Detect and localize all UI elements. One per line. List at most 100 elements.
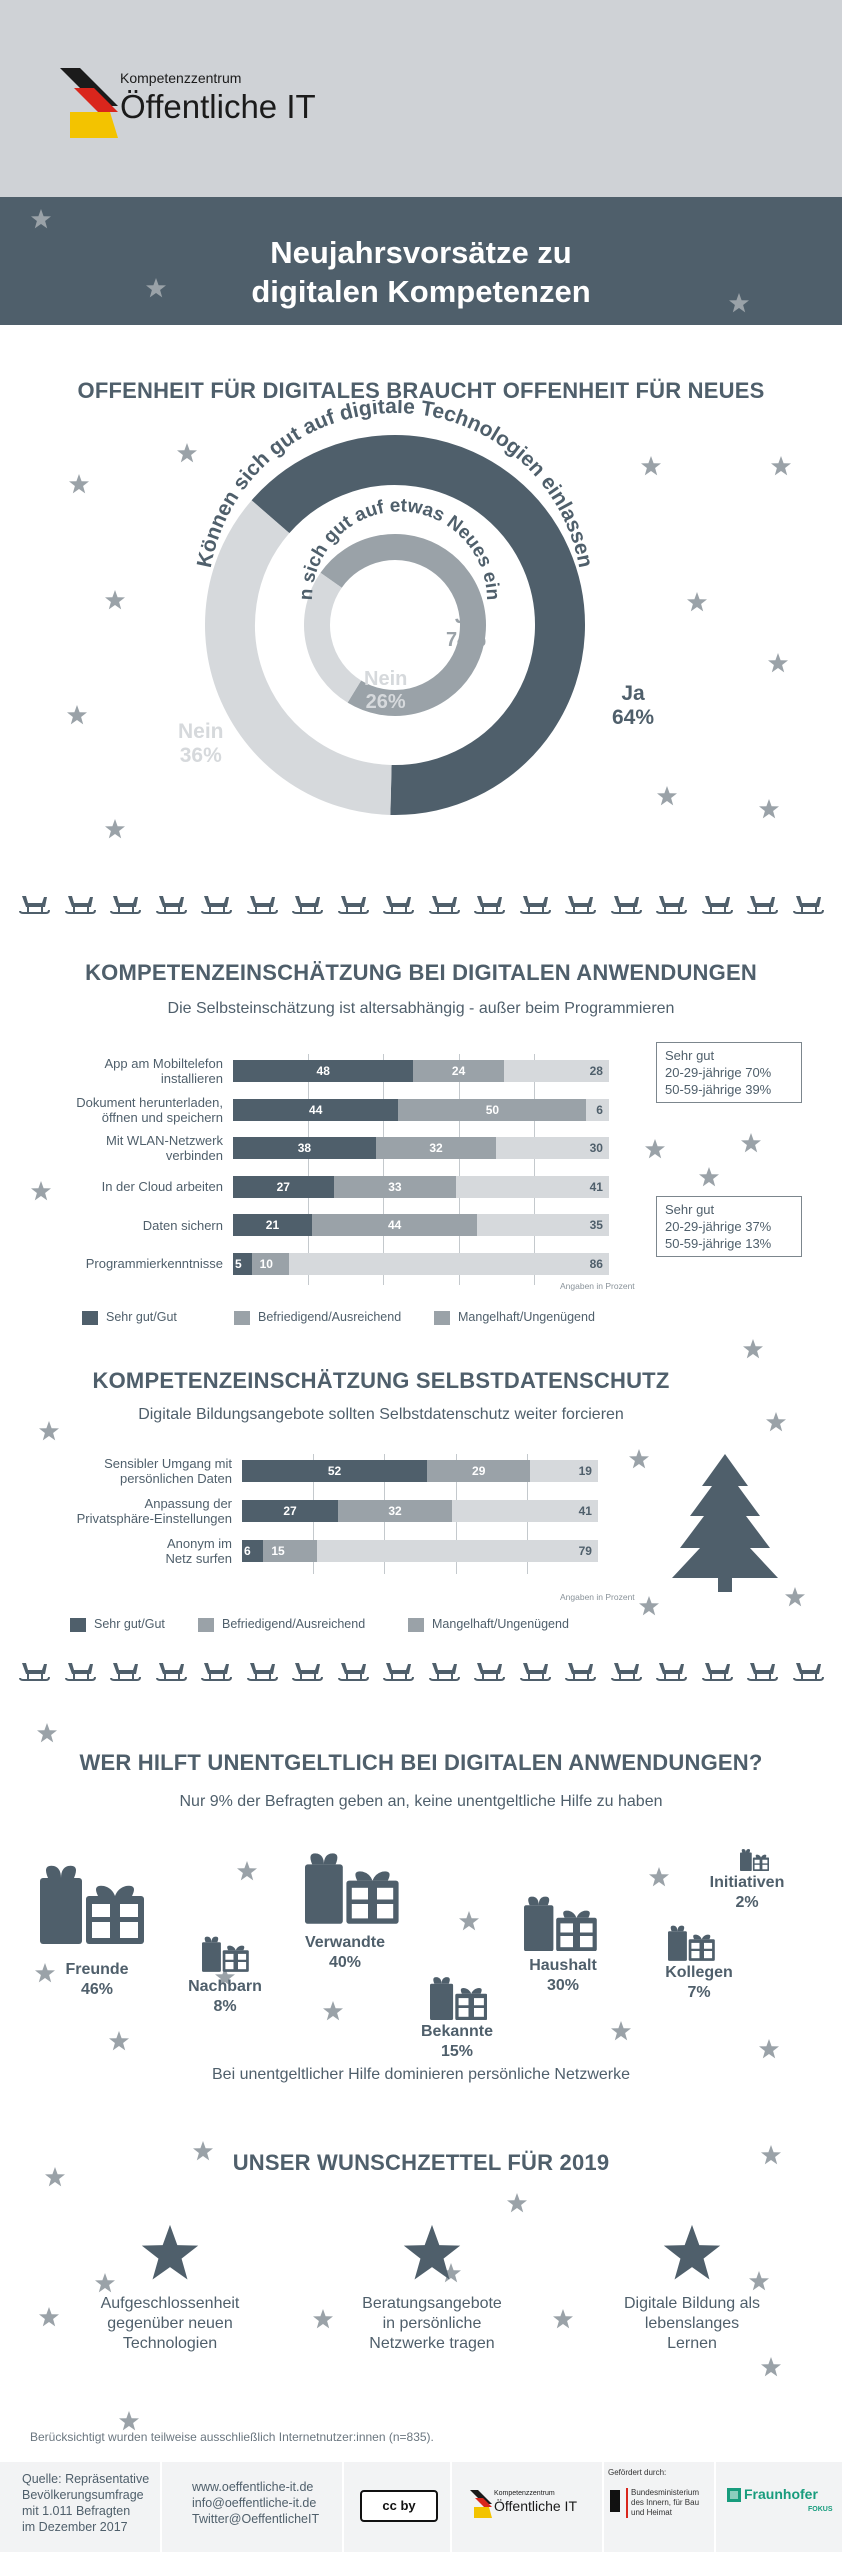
legend-item: Mangelhaft/Ungenügend xyxy=(434,1310,595,1325)
bar-row-label-line: persönlichen Daten xyxy=(119,1471,232,1486)
star-icon xyxy=(648,1866,670,1888)
bar-segment-poor: 41 xyxy=(452,1500,598,1522)
helper-value: 8% xyxy=(213,1998,237,2015)
sleigh-icon xyxy=(564,1660,596,1682)
ministry-line: und Heimat xyxy=(631,2508,672,2517)
gift-icon xyxy=(740,1849,770,1871)
gridline xyxy=(308,1054,310,1285)
bar-row-label-line: In der Cloud arbeiten xyxy=(101,1179,223,1194)
wish-text-line: Netzwerke tragen xyxy=(369,2335,495,2352)
legend-swatch xyxy=(82,1310,98,1325)
outer-yes: Ja 64% xyxy=(612,682,654,730)
star-icon xyxy=(34,1962,56,1984)
legend-swatch xyxy=(408,1617,424,1632)
star-icon xyxy=(118,2410,140,2432)
helper-label: Bekannte 15% xyxy=(402,2022,512,2062)
section2-note: Angaben in Prozent xyxy=(560,1281,635,1291)
sleigh-icon xyxy=(155,893,187,915)
outer-no-arc xyxy=(205,500,393,815)
wish-text-line: Aufgeschlossenheit xyxy=(100,2295,240,2312)
gridline xyxy=(458,1054,460,1285)
gift-icon xyxy=(668,1925,715,1961)
star-icon xyxy=(638,1595,660,1617)
bar-value-label: 50 xyxy=(485,1102,500,1117)
outer-yes-value: 64% xyxy=(612,706,655,729)
gift-icon xyxy=(430,1977,488,2021)
sleigh-icon xyxy=(246,1660,278,1682)
star-icon xyxy=(784,1586,806,1608)
footer-logo-mark xyxy=(470,2490,492,2518)
gridline xyxy=(533,1054,535,1285)
logo-line2: Öffentliche IT xyxy=(120,88,316,125)
star-icon xyxy=(640,455,662,477)
star-icon xyxy=(214,1966,236,1988)
star-icon xyxy=(644,1138,666,1160)
footer-contact-cell xyxy=(162,2462,342,2552)
helper-name: Kollegen xyxy=(665,1964,733,1981)
bar-value-label: 38 xyxy=(297,1141,312,1155)
footer-twitter-link[interactable]: Twitter@OeffentlicheIT xyxy=(192,2512,320,2526)
wish-text-line: lebenslanges xyxy=(644,2315,740,2332)
bar-segment-poor: 35 xyxy=(477,1214,609,1236)
helper-name: Verwandte xyxy=(304,1934,386,1951)
logo-line1: Kompetenzzentrum xyxy=(120,70,242,86)
callout-app: Sehr gut 20-29-jährige 70% 50-59-jährige… xyxy=(656,1042,802,1103)
bar-segment-average: 32 xyxy=(338,1500,453,1522)
bar-value-label: 5 xyxy=(235,1256,242,1271)
wish-text-line: gegenüber neuen xyxy=(107,2315,233,2332)
bar-segment-good: 44 xyxy=(233,1098,399,1121)
bar-value-label: 79 xyxy=(578,1544,592,1558)
helper-name: Bekannte xyxy=(420,2023,494,2040)
bar-segment-average: 44 xyxy=(311,1214,478,1236)
inner-no-value: 26% xyxy=(365,691,406,713)
callout-app-line2: 50-59-jährige 39% xyxy=(665,1082,772,1097)
section4-footer: Bei unentgeltlicher Hilfe dominieren per… xyxy=(212,2066,630,2083)
bar-segment-poor: 79 xyxy=(316,1540,598,1562)
footer-fraunhofer-cell xyxy=(716,2462,842,2552)
helper-value: 30% xyxy=(546,1977,580,1994)
star-icon xyxy=(728,292,750,314)
sleigh-icon xyxy=(64,1660,96,1682)
bar-segment-average: 32 xyxy=(375,1137,497,1159)
legend-item: Sehr gut/Gut xyxy=(70,1617,165,1632)
star-icon xyxy=(30,1180,52,1202)
sleigh-icon xyxy=(155,1660,187,1682)
helper-name: Initiativen xyxy=(709,1874,785,1891)
bar-value-label: 27 xyxy=(276,1179,290,1194)
sleigh-icon xyxy=(564,893,596,915)
footer-email-link[interactable]: info@oeffentliche-it.de xyxy=(192,2496,317,2510)
header: Kompetenzzentrum Öffentliche IT xyxy=(0,0,842,197)
sleigh-icon xyxy=(473,1660,505,1682)
footer-logo-line2: Öffentliche IT xyxy=(494,2498,578,2514)
bar-value-label: 19 xyxy=(578,1464,592,1478)
footer-source-line: Quelle: Repräsentative xyxy=(22,2472,150,2486)
helper-label: Kollegen 7% xyxy=(644,1963,754,2003)
wish-text-line: Beratungsangebote xyxy=(362,2295,502,2312)
ministry-line: Bundesministerium xyxy=(631,2488,700,2497)
sleigh-icon xyxy=(428,893,460,915)
sleigh-icon xyxy=(200,893,232,915)
ministry-line: des Innern, für Bau xyxy=(631,2498,700,2507)
footer-source-line: im Dezember 2017 xyxy=(22,2520,128,2534)
footer-website-link[interactable]: www.oeffentliche-it.de xyxy=(192,2480,314,2494)
star-icon xyxy=(192,2140,214,2162)
bar-value-label: 27 xyxy=(283,1504,297,1518)
star-icon xyxy=(760,2356,782,2378)
helper-value: 2% xyxy=(735,1894,759,1911)
bar-segment-poor: 30 xyxy=(496,1137,609,1159)
wish-star-icon xyxy=(663,2224,721,2280)
footer-source-line: mit 1.011 Befragten xyxy=(22,2504,131,2518)
bar-segment-poor: 41 xyxy=(456,1175,609,1198)
footer-ministry-cell xyxy=(604,2462,714,2552)
helper-label: Haushalt 30% xyxy=(508,1956,618,1996)
legend-label: Befriedigend/Ausreichend xyxy=(258,1310,402,1324)
star-icon xyxy=(312,2308,334,2330)
donut-chart: Können sich gut auf digitale Technologie… xyxy=(150,400,597,815)
logo-mark xyxy=(60,68,118,138)
fokus-label: FOKUS xyxy=(808,2506,833,2513)
bar-row-label: Anpassung der Privatsphäre-Einstellungen xyxy=(12,1496,232,1526)
bar-segment-good: 5 xyxy=(233,1252,252,1275)
sleigh-icon xyxy=(746,1660,778,1682)
star-icon xyxy=(44,2166,66,2188)
star-icon xyxy=(758,2038,780,2060)
